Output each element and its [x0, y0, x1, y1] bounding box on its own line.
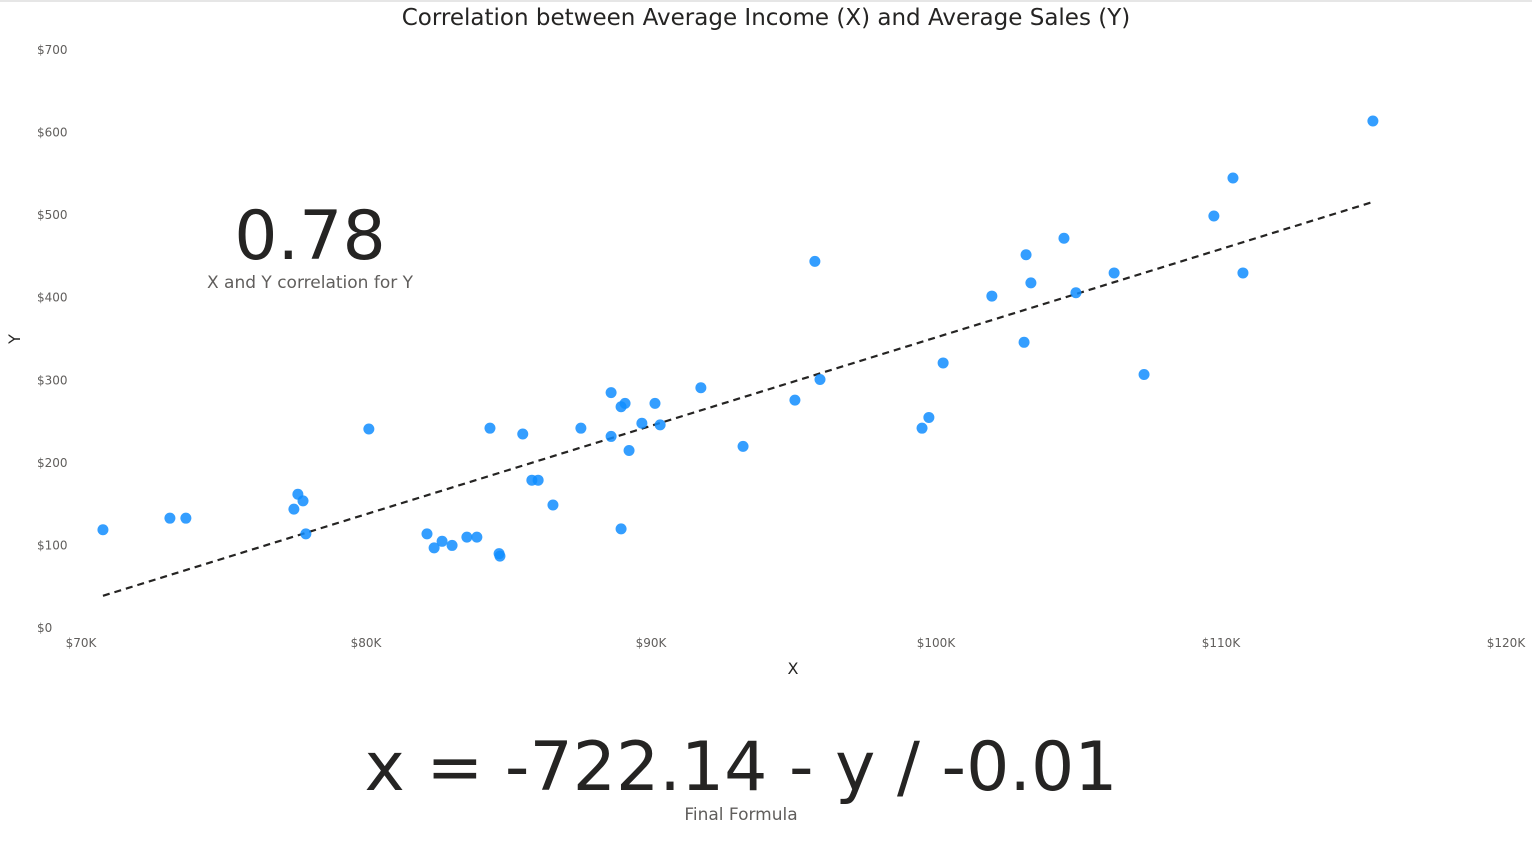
- data-point[interactable]: [164, 512, 176, 524]
- data-point[interactable]: [937, 357, 949, 369]
- scatter-chart: $0$100$200$300$400$500$600$700 $70K $80K $…: [5, 43, 1527, 678]
- formula-card: x = -722.14 - y / -0.01 Final Formula: [0, 725, 1482, 825]
- y-tick-label: $0: [37, 621, 52, 635]
- trendline: [102, 200, 1374, 597]
- y-tick-label: $300: [37, 373, 68, 387]
- y-axis: $0 $100 $200 $300 $400 $500 $600 $700: [37, 43, 68, 635]
- data-point[interactable]: [363, 423, 375, 435]
- data-point[interactable]: [654, 419, 666, 431]
- data-point[interactable]: [484, 422, 496, 434]
- data-point[interactable]: [1018, 336, 1030, 348]
- data-point[interactable]: [1138, 369, 1150, 381]
- y-axis-label: Y: [5, 334, 24, 345]
- data-point[interactable]: [814, 373, 826, 385]
- data-point[interactable]: [809, 255, 821, 267]
- y-tick-label: $100: [37, 538, 68, 552]
- correlation-value: 0.78: [234, 197, 386, 276]
- data-point[interactable]: [737, 440, 749, 452]
- data-point[interactable]: [547, 499, 559, 511]
- data-point[interactable]: [605, 387, 617, 399]
- data-point[interactable]: [986, 290, 998, 302]
- data-point[interactable]: [636, 417, 648, 429]
- x-axis: $70K $80K $90K $100K $110K $120K: [66, 636, 1527, 650]
- data-points: [97, 115, 1379, 562]
- data-point[interactable]: [517, 428, 529, 440]
- data-point[interactable]: [421, 528, 433, 540]
- data-point[interactable]: [923, 411, 935, 423]
- data-point[interactable]: [1070, 287, 1082, 299]
- data-point[interactable]: [649, 397, 661, 409]
- data-point[interactable]: [1237, 267, 1249, 279]
- data-point[interactable]: [300, 528, 312, 540]
- data-point[interactable]: [297, 495, 309, 507]
- data-point[interactable]: [288, 503, 300, 515]
- data-point[interactable]: [428, 542, 440, 554]
- correlation-card: 0.78 X and Y correlation for Y: [160, 195, 460, 293]
- data-point[interactable]: [916, 422, 928, 434]
- data-point[interactable]: [532, 474, 544, 486]
- data-point[interactable]: [436, 535, 448, 547]
- data-point[interactable]: [1227, 172, 1239, 184]
- correlation-label: X and Y correlation for Y: [206, 273, 413, 293]
- data-point[interactable]: [1108, 267, 1120, 279]
- y-tick-label: $600: [37, 126, 68, 140]
- data-point[interactable]: [1208, 210, 1220, 222]
- data-point[interactable]: [615, 523, 627, 535]
- data-point[interactable]: [180, 512, 192, 524]
- x-tick-label: $100K: [917, 636, 957, 650]
- formula-value: x = -722.14 - y / -0.01: [364, 728, 1118, 807]
- data-point[interactable]: [1020, 249, 1032, 261]
- data-point[interactable]: [605, 430, 617, 442]
- data-point[interactable]: [494, 550, 506, 562]
- data-point[interactable]: [695, 382, 707, 394]
- x-tick-label: $110K: [1202, 636, 1242, 650]
- formula-label: Final Formula: [684, 805, 798, 825]
- y-tick-label: $200: [37, 456, 68, 470]
- top-border: [0, 0, 1532, 2]
- data-point[interactable]: [461, 531, 473, 543]
- data-point[interactable]: [1367, 115, 1379, 127]
- data-point[interactable]: [789, 394, 801, 406]
- chart-title: Correlation between Average Income (X) a…: [401, 5, 1131, 31]
- data-point[interactable]: [623, 444, 635, 456]
- y-tick-label: $500: [37, 208, 68, 222]
- data-point[interactable]: [446, 539, 458, 551]
- data-point[interactable]: [619, 397, 631, 409]
- data-point[interactable]: [97, 524, 109, 536]
- x-tick-label: $90K: [636, 636, 668, 650]
- data-point[interactable]: [1058, 232, 1070, 244]
- data-point[interactable]: [1025, 277, 1037, 289]
- data-point[interactable]: [471, 531, 483, 543]
- data-point[interactable]: [575, 422, 587, 434]
- y-tick-label: $400: [37, 291, 68, 305]
- x-tick-label: $80K: [351, 636, 383, 650]
- x-tick-label: $70K: [66, 636, 98, 650]
- x-axis-label: X: [788, 659, 799, 678]
- x-tick-label: $120K: [1487, 636, 1527, 650]
- y-tick-label: $700: [37, 43, 68, 57]
